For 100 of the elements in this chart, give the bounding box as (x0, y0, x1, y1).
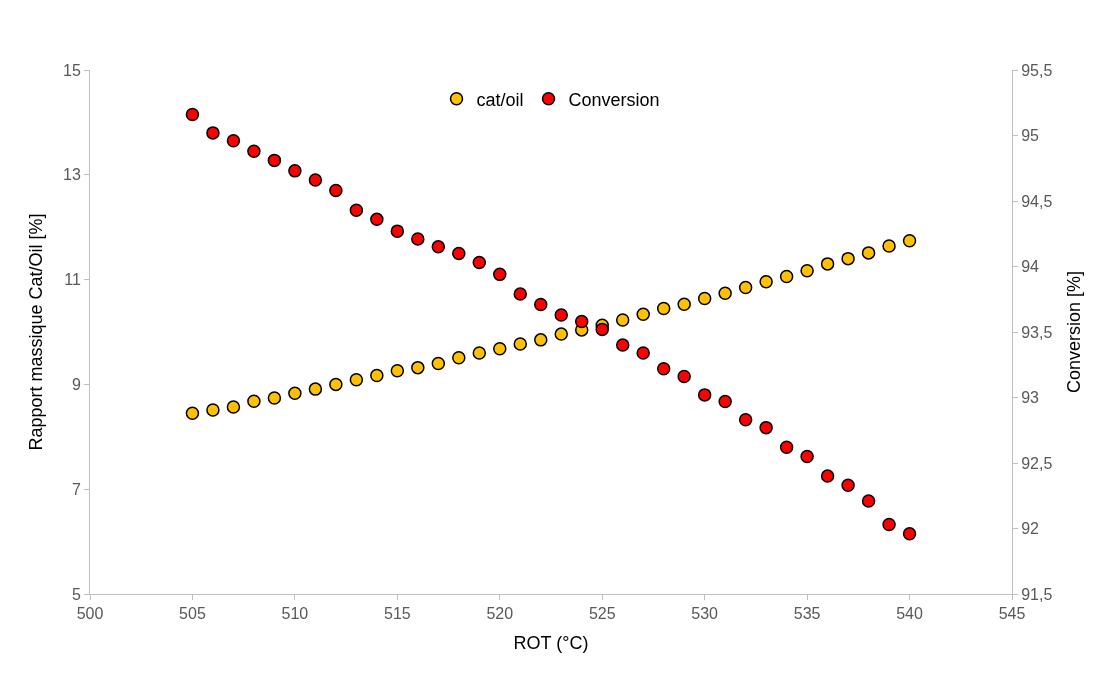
x-tick-label: 540 (896, 605, 924, 623)
point (267, 391, 282, 405)
point (308, 173, 323, 187)
point (513, 337, 528, 351)
y-tick-label: 9 (71, 376, 81, 393)
point (247, 144, 261, 158)
legend-label: cat/oil (476, 89, 524, 110)
point (390, 364, 405, 378)
point (820, 257, 835, 271)
point (370, 368, 384, 383)
point (534, 297, 548, 312)
point (452, 350, 466, 365)
point (411, 232, 425, 246)
point (861, 246, 876, 260)
x-tick-label: 530 (691, 605, 719, 623)
point (697, 291, 712, 306)
point (226, 400, 241, 414)
y-tick-label: 5 (71, 585, 81, 603)
x-tick-label: 505 (179, 605, 206, 623)
point (636, 346, 650, 360)
point (882, 517, 896, 532)
point (759, 274, 773, 289)
y2-tick-label: 95,5 (1021, 61, 1053, 79)
point (841, 478, 855, 493)
point (411, 360, 425, 375)
y2-tick-label: 95 (1021, 127, 1040, 145)
point (718, 286, 732, 300)
point (267, 153, 282, 168)
y2-tick-label: 93 (1021, 389, 1040, 407)
point (431, 240, 446, 254)
point (452, 246, 466, 261)
point (738, 413, 753, 427)
point (288, 386, 302, 401)
point (247, 394, 261, 408)
point (493, 342, 507, 356)
x-tick-label: 500 (76, 605, 104, 623)
point (718, 394, 732, 409)
point (370, 212, 384, 227)
point (226, 133, 241, 148)
point (513, 287, 528, 301)
point (902, 526, 917, 541)
y2-tick-label: 94,5 (1021, 192, 1053, 210)
point (595, 322, 609, 337)
point (390, 224, 405, 238)
point (759, 420, 773, 435)
point (841, 251, 855, 266)
point (534, 333, 548, 347)
point (554, 308, 568, 322)
point (656, 361, 671, 376)
point (636, 307, 650, 321)
point (615, 313, 630, 327)
y2-tick-label: 93,5 (1021, 323, 1053, 341)
point (206, 403, 220, 417)
point (472, 346, 487, 360)
y-axis-title: Rapport massique Cat/Oil [%] (26, 213, 47, 451)
point (308, 382, 323, 396)
legend-label: Conversion (568, 89, 660, 110)
point (493, 267, 507, 282)
point (697, 388, 712, 402)
point (779, 269, 794, 284)
y2-axis-title: Conversion [%] (1063, 270, 1084, 394)
x-tick-label: 520 (486, 605, 514, 623)
point (554, 327, 568, 341)
point (861, 494, 876, 508)
point (329, 183, 343, 198)
point (779, 440, 794, 455)
x-tick-label: 510 (281, 605, 309, 623)
y-tick-label: 7 (71, 480, 81, 498)
point (800, 263, 814, 278)
point (431, 356, 446, 371)
point (820, 469, 835, 483)
y2-tick-label: 94 (1021, 258, 1040, 276)
point (349, 203, 364, 217)
y2-tick-label: 92,5 (1021, 454, 1053, 472)
point (882, 239, 896, 253)
point (574, 314, 589, 329)
x-axis-title: ROT (°C) (513, 633, 589, 654)
point (656, 301, 671, 316)
y-tick-label: 15 (63, 61, 81, 79)
point (185, 107, 200, 122)
point (677, 369, 691, 384)
point (738, 280, 753, 295)
point (800, 449, 814, 464)
point (677, 297, 691, 311)
x-tick-label: 525 (588, 605, 616, 623)
point (902, 234, 917, 248)
point (185, 406, 200, 420)
point (329, 377, 343, 392)
x-tick-label: 545 (998, 605, 1026, 623)
x-tick-label: 515 (383, 605, 411, 623)
point (615, 338, 630, 352)
point (288, 164, 302, 178)
y-tick-label: 11 (64, 271, 81, 289)
y-tick-label: 13 (63, 166, 81, 184)
point (472, 255, 487, 270)
point (349, 372, 364, 387)
y2-tick-label: 91,5 (1021, 585, 1053, 603)
x-tick-label: 535 (793, 605, 821, 623)
point (206, 126, 220, 140)
y2-tick-label: 92 (1021, 520, 1040, 538)
